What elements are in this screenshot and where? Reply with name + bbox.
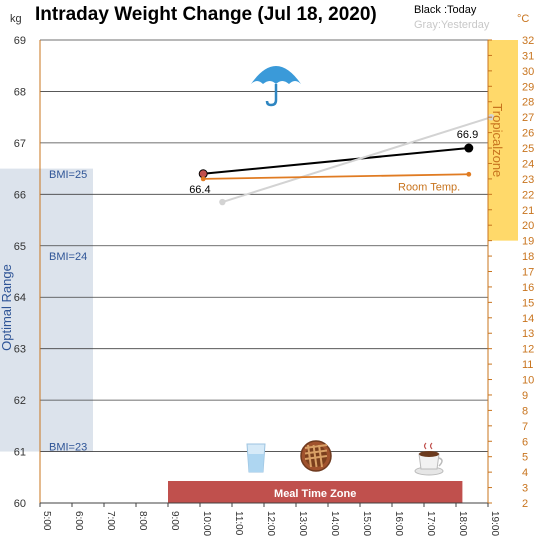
y-tick-label-left: 65 xyxy=(14,241,26,253)
x-tick-label: 11:00 xyxy=(233,511,244,536)
y-tick-label-right: 13 xyxy=(522,328,534,340)
data-label: 66.9 xyxy=(457,129,478,141)
data-point-today xyxy=(464,143,474,153)
y-tick-label-right: 20 xyxy=(522,220,534,232)
umbrella-handle xyxy=(265,84,278,107)
y-tick-label-left: 60 xyxy=(14,498,26,510)
data-point-yesterday xyxy=(219,198,226,206)
y-tick-label-right: 5 xyxy=(522,452,528,464)
y-tick-label-right: 23 xyxy=(522,174,534,186)
y-tick-label-right: 17 xyxy=(522,267,534,279)
bmi-label: BMI=23 xyxy=(49,441,87,453)
y-tick-label-right: 6 xyxy=(522,436,528,448)
y-tick-label-left: 62 xyxy=(14,395,26,407)
pie-lattice xyxy=(307,444,312,468)
y-tick-label-right: 24 xyxy=(522,158,534,170)
bmi-label: BMI=25 xyxy=(49,169,87,181)
y-tick-label-right: 30 xyxy=(522,66,534,78)
x-tick-label: 19:00 xyxy=(489,511,500,536)
y-tick-label-right: 21 xyxy=(522,205,534,217)
room-temp-label: Room Temp. xyxy=(398,182,460,194)
y-tick-label-right: 4 xyxy=(522,467,528,479)
y-tick-label-right: 2 xyxy=(522,498,528,510)
x-tick-label: 10:00 xyxy=(201,511,212,536)
x-tick-label: 15:00 xyxy=(361,511,372,536)
y-tick-label-left: 61 xyxy=(14,447,26,459)
y-tick-label-right: 11 xyxy=(522,359,533,371)
series-line-room-temp xyxy=(203,173,469,180)
pie-lattice xyxy=(312,444,318,468)
legend-yesterday: Gray:Yesterday xyxy=(414,19,490,31)
pie-lattice xyxy=(304,455,328,460)
data-point-room-temp xyxy=(466,171,472,177)
y-tick-label-right: 8 xyxy=(522,405,528,417)
series-line-yesterday xyxy=(222,116,492,204)
optimal-range-band xyxy=(0,168,93,452)
pie-lattice xyxy=(318,444,323,468)
x-tick-label: 16:00 xyxy=(393,511,404,536)
data-point-room-temp xyxy=(200,176,206,182)
y-tick-label-right: 31 xyxy=(522,50,534,62)
x-tick-label: 18:00 xyxy=(457,511,468,536)
y-tick-label-right: 22 xyxy=(522,189,534,201)
pie-lattice xyxy=(304,449,328,455)
x-tick-label: 7:00 xyxy=(105,511,116,531)
x-tick-label: 14:00 xyxy=(329,511,340,536)
coffee-cup-icon xyxy=(414,442,444,476)
x-tick-label: 5:00 xyxy=(41,511,52,531)
y-tick-label-right: 26 xyxy=(522,128,534,140)
y-tick-label-right: 18 xyxy=(522,251,534,263)
meal-time-zone-band xyxy=(168,481,463,503)
x-tick-label: 8:00 xyxy=(137,511,148,531)
umbrella-canopy xyxy=(251,66,301,84)
y-tick-label-right: 27 xyxy=(522,112,534,124)
y-tick-label-left: 64 xyxy=(14,292,26,304)
x-tick-label: 9:00 xyxy=(169,511,180,531)
x-tick-label: 12:00 xyxy=(265,511,276,536)
y-tick-label-right: 7 xyxy=(522,421,528,433)
y-tick-label-right: 10 xyxy=(522,375,534,387)
y-tick-label-right: 32 xyxy=(522,35,534,47)
y-tick-label-right: 29 xyxy=(522,81,534,93)
y-tick-label-right: 3 xyxy=(522,483,528,495)
tropical-zone-band xyxy=(488,40,518,241)
y-tick-label-left: 63 xyxy=(14,344,26,356)
y-tick-label-right: 12 xyxy=(522,344,534,356)
y-unit-label-right: °C xyxy=(517,13,529,25)
legend-today: Black :Today xyxy=(414,4,477,16)
umbrella-icon xyxy=(251,66,301,107)
pie-icon xyxy=(300,440,332,472)
data-label: 66.4 xyxy=(189,184,210,196)
cup-coffee xyxy=(419,451,439,457)
chart-title: Intraday Weight Change (Jul 18, 2020) xyxy=(35,4,377,25)
y-tick-label-right: 15 xyxy=(522,297,534,309)
meal-time-zone-label: Meal Time Zone xyxy=(274,488,356,500)
x-tick-label: 17:00 xyxy=(425,511,436,536)
optimal-range-label: Optimal Range xyxy=(0,264,14,351)
y-tick-label-left: 68 xyxy=(14,86,26,98)
cup-handle xyxy=(438,457,443,467)
series-line-today xyxy=(203,147,469,175)
water-glass-icon xyxy=(246,443,266,473)
y-tick-label-right: 19 xyxy=(522,236,534,248)
y-unit-label-left: kg xyxy=(10,13,22,25)
cup-steam xyxy=(423,442,433,450)
x-tick-label: 13:00 xyxy=(297,511,308,536)
tropical-zone-label: Tropicalzone xyxy=(490,103,505,177)
glass-water xyxy=(248,454,264,472)
y-tick-label-left: 69 xyxy=(14,35,26,47)
x-tick-label: 6:00 xyxy=(73,511,84,531)
y-tick-label-right: 14 xyxy=(522,313,534,325)
y-tick-label-left: 67 xyxy=(14,138,26,150)
y-tick-label-right: 16 xyxy=(522,282,534,294)
y-tick-label-left: 66 xyxy=(14,189,26,201)
y-tick-label-right: 28 xyxy=(522,97,534,109)
y-tick-label-right: 9 xyxy=(522,390,528,402)
y-tick-label-right: 25 xyxy=(522,143,534,155)
bmi-label: BMI=24 xyxy=(49,251,87,263)
